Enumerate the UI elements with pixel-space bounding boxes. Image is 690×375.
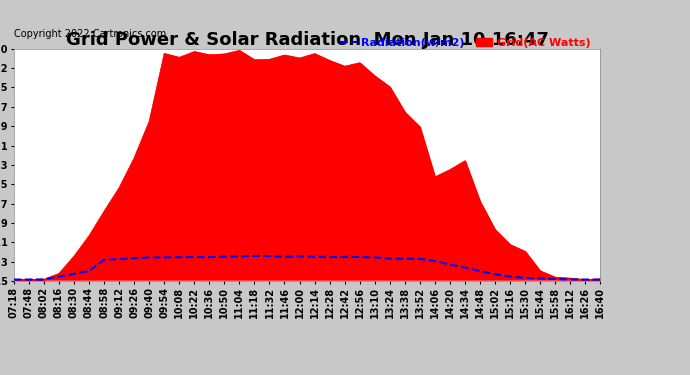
Legend: Radiation(w/m2), Grid(AC Watts): Radiation(w/m2), Grid(AC Watts) xyxy=(335,33,595,52)
Text: Copyright 2022 Cartronics.com: Copyright 2022 Cartronics.com xyxy=(14,30,166,39)
Title: Grid Power & Solar Radiation  Mon Jan 10 16:47: Grid Power & Solar Radiation Mon Jan 10 … xyxy=(66,31,549,49)
